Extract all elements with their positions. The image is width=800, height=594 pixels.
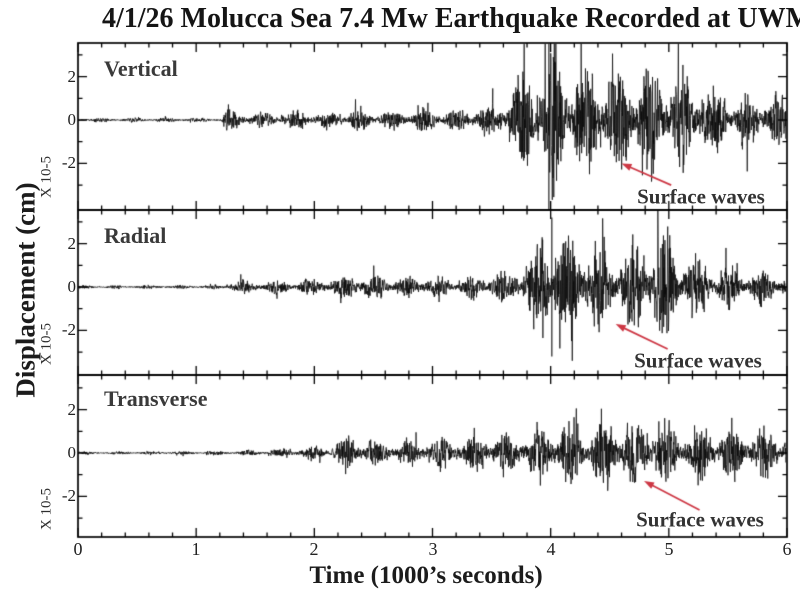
y-tick-label: 0 bbox=[67, 110, 77, 129]
panel-label-vertical: Vertical bbox=[104, 56, 178, 81]
x-tick-label: 2 bbox=[309, 539, 319, 559]
annotation-surface-waves-transverse: Surface waves bbox=[636, 507, 764, 532]
annotation-surface-waves-radial: Surface waves bbox=[634, 348, 762, 373]
y-tick-label: 2 bbox=[67, 400, 77, 419]
chart-title: 4/1/26 Molucca Sea 7.4 Mw Earthquake Rec… bbox=[101, 3, 800, 34]
y-tick-label: -2 bbox=[61, 486, 76, 505]
panel-label-transverse: Transverse bbox=[104, 386, 208, 411]
x-tick-label: 3 bbox=[428, 539, 438, 559]
x-tick-label: 5 bbox=[664, 539, 674, 559]
y-tick-label: 0 bbox=[67, 277, 77, 296]
panel-label-radial: Radial bbox=[104, 223, 167, 248]
x-axis-title: Time (1000’s seconds) bbox=[309, 562, 543, 589]
y-tick-label: 2 bbox=[67, 234, 77, 253]
x-tick-label: 6 bbox=[782, 539, 792, 559]
y-tick-label: -2 bbox=[61, 153, 76, 172]
y-axis-title: Displacement (cm) bbox=[10, 182, 41, 398]
y-tick-label: 2 bbox=[67, 67, 77, 86]
annotation-surface-waves-vertical: Surface waves bbox=[637, 184, 765, 209]
y-tick-label: -2 bbox=[61, 320, 76, 339]
x-tick-label: 4 bbox=[546, 539, 556, 559]
y-tick-label: 0 bbox=[67, 443, 77, 462]
x-tick-label: 1 bbox=[191, 539, 201, 559]
x-tick-label: 0 bbox=[73, 539, 83, 559]
